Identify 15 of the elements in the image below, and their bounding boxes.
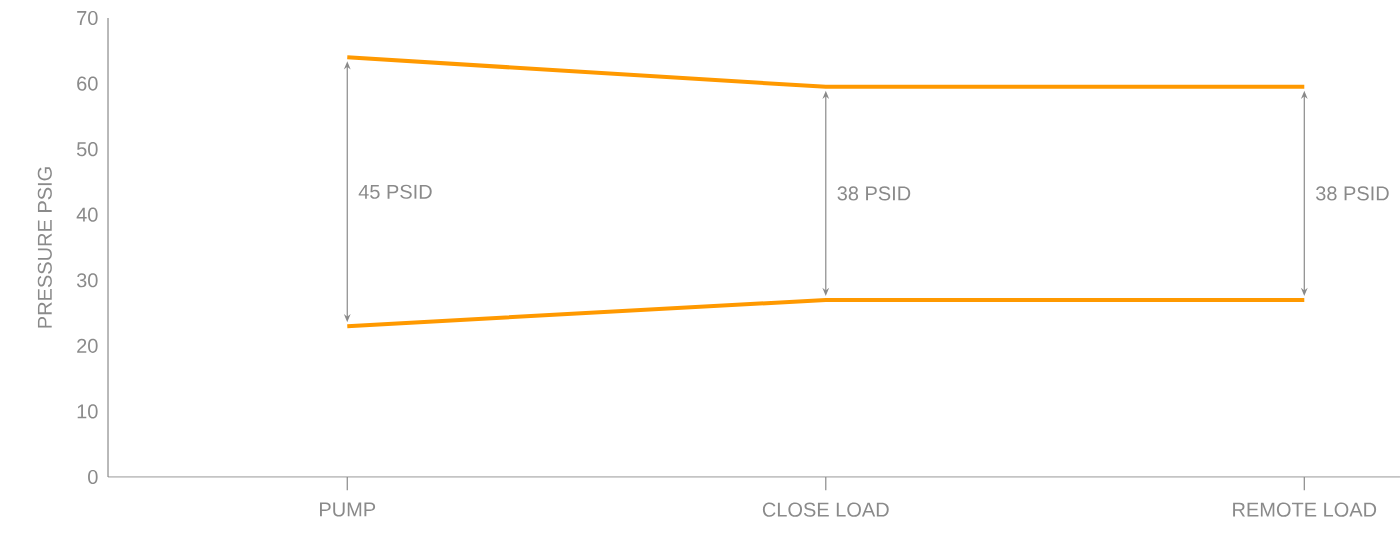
y-tick-label: 0 [88, 469, 98, 485]
y-tick-label: 50 [76, 142, 98, 157]
x-tick-label: PUMP [320, 502, 376, 517]
x-tick-label: CLOSE LOAD [762, 502, 889, 517]
y-tick-label: 70 [77, 10, 98, 26]
y-tick-label: 40 [76, 207, 98, 222]
y-tick-label: 60 [77, 76, 98, 91]
y-axis-title: PRESSURE PSIG [37, 167, 52, 328]
y-tick-label: 30 [76, 273, 98, 288]
y-tick-label: 20 [77, 338, 98, 353]
annotation: 38 PSID [837, 186, 911, 201]
annotation: 38 PSID [1315, 186, 1389, 201]
x-tick-label: REMOTE LOAD [1233, 502, 1377, 517]
y-tick-label: 10 [77, 404, 98, 419]
annotation: 45 PSID [358, 184, 432, 199]
